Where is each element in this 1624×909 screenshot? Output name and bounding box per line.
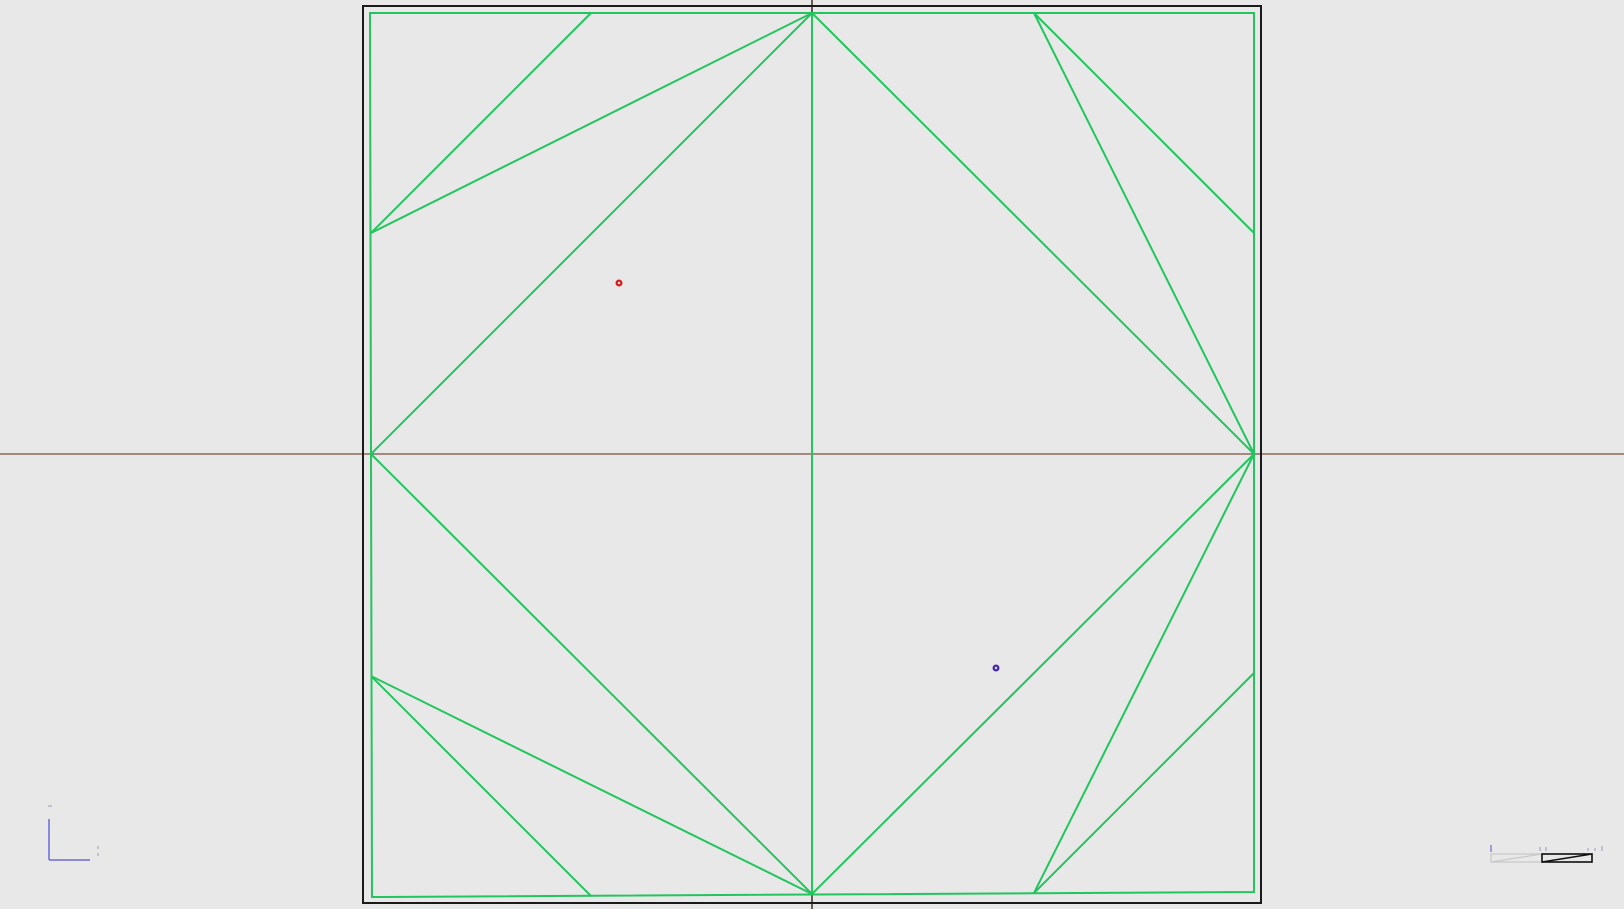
red-point-marker[interactable]: [615, 279, 623, 287]
mesh-edges: [370, 12, 1255, 897]
mesh-outer-boundary: [368, 12, 1255, 899]
scale-bar: [1490, 845, 1603, 863]
axes-gizmo-icon: [48, 805, 99, 861]
purple-point-marker[interactable]: [992, 664, 1000, 672]
domain-border: [362, 5, 1262, 904]
